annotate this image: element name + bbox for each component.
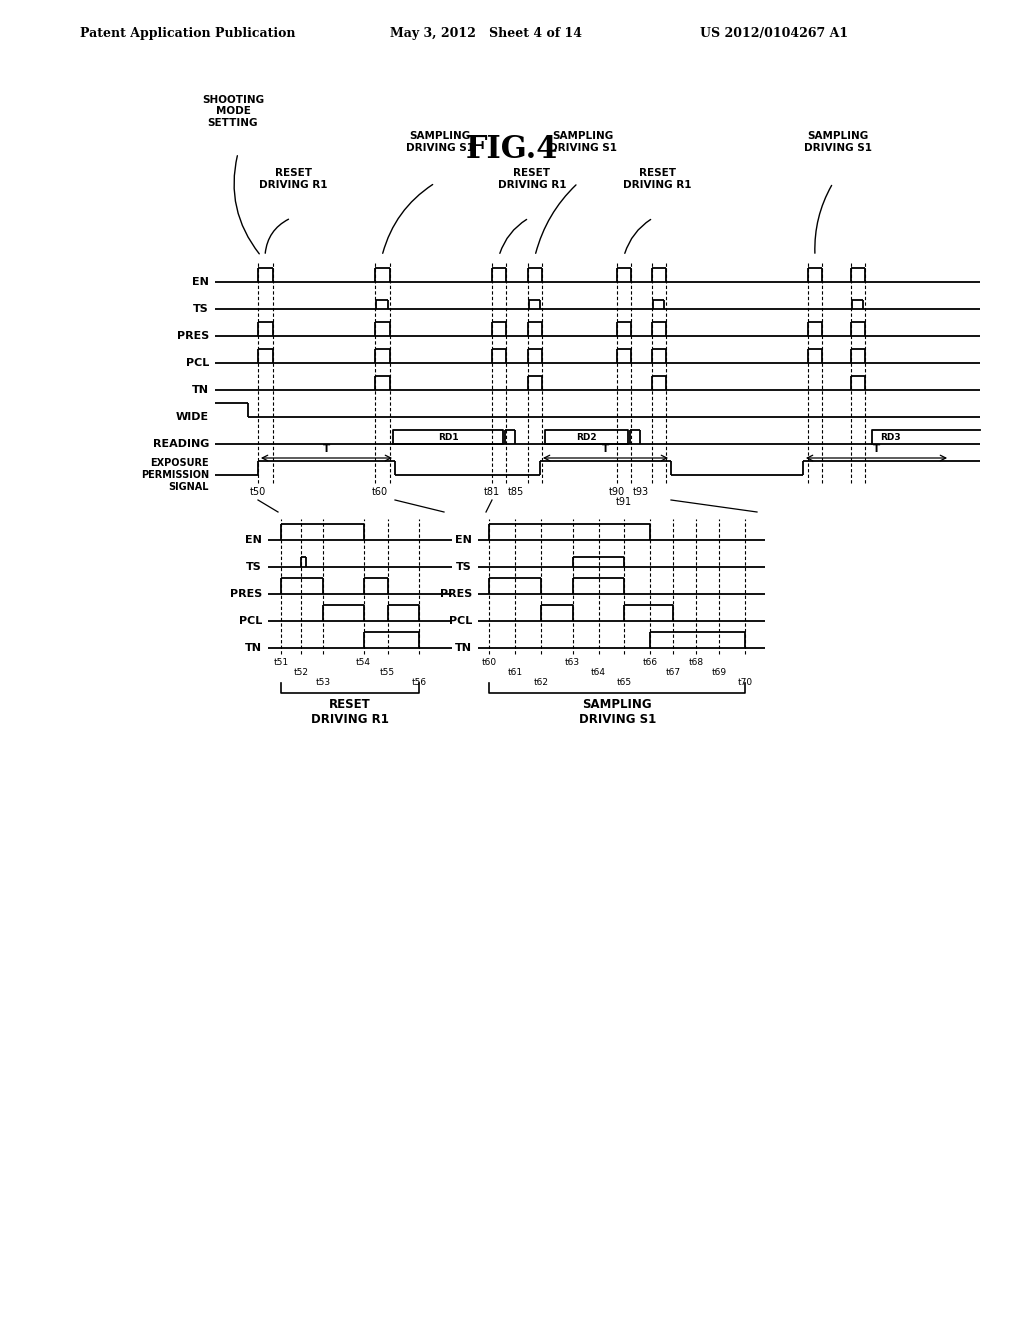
- Text: SHOOTING
MODE
SETTING: SHOOTING MODE SETTING: [202, 95, 264, 128]
- Text: T: T: [602, 444, 609, 454]
- Text: t67: t67: [666, 668, 681, 677]
- Text: EN: EN: [455, 535, 472, 545]
- Text: RESET
DRIVING R1: RESET DRIVING R1: [498, 169, 566, 190]
- Text: t70: t70: [737, 678, 753, 686]
- Text: t93: t93: [633, 487, 649, 498]
- Text: t64: t64: [591, 668, 606, 677]
- Text: RD2: RD2: [577, 433, 597, 441]
- Text: TS: TS: [246, 562, 262, 572]
- Text: SAMPLING
DRIVING S1: SAMPLING DRIVING S1: [804, 132, 872, 153]
- Text: PRES: PRES: [229, 589, 262, 599]
- Text: t69: t69: [712, 668, 727, 677]
- Text: US 2012/0104267 A1: US 2012/0104267 A1: [700, 26, 848, 40]
- Text: EN: EN: [245, 535, 262, 545]
- Text: PRES: PRES: [177, 331, 209, 341]
- Text: t68: t68: [688, 657, 703, 667]
- Text: t81: t81: [484, 487, 500, 498]
- Text: TS: TS: [457, 562, 472, 572]
- Text: PCL: PCL: [239, 616, 262, 626]
- Text: t55: t55: [380, 668, 395, 677]
- Text: t52: t52: [294, 668, 308, 677]
- Text: t91: t91: [616, 498, 632, 507]
- Text: t63: t63: [565, 657, 581, 667]
- Text: t54: t54: [356, 657, 371, 667]
- Text: t90: t90: [609, 487, 625, 498]
- Text: t53: t53: [315, 678, 331, 686]
- Text: t66: t66: [643, 657, 657, 667]
- Text: RD3: RD3: [880, 433, 901, 441]
- Text: RD1: RD1: [437, 433, 459, 441]
- Text: TN: TN: [245, 643, 262, 653]
- Text: READING: READING: [153, 440, 209, 449]
- Text: PCL: PCL: [449, 616, 472, 626]
- Text: PCL: PCL: [185, 358, 209, 368]
- Text: RESET
DRIVING R1: RESET DRIVING R1: [623, 169, 691, 190]
- Text: EN: EN: [193, 277, 209, 286]
- Text: t65: t65: [616, 678, 632, 686]
- Text: RESET
DRIVING R1: RESET DRIVING R1: [311, 698, 389, 726]
- Text: T: T: [872, 444, 880, 454]
- Text: FIG.4: FIG.4: [466, 135, 558, 165]
- Text: t85: t85: [508, 487, 524, 498]
- Text: t61: t61: [508, 668, 523, 677]
- Text: TN: TN: [193, 385, 209, 395]
- Text: RESET
DRIVING R1: RESET DRIVING R1: [259, 169, 328, 190]
- Text: PRES: PRES: [439, 589, 472, 599]
- Text: May 3, 2012   Sheet 4 of 14: May 3, 2012 Sheet 4 of 14: [390, 26, 582, 40]
- Text: EXPOSURE
PERMISSION
SIGNAL: EXPOSURE PERMISSION SIGNAL: [141, 458, 209, 491]
- Text: T: T: [323, 444, 330, 454]
- Text: SAMPLING
DRIVING S1: SAMPLING DRIVING S1: [579, 698, 655, 726]
- Text: WIDE: WIDE: [176, 412, 209, 422]
- Text: t60: t60: [372, 487, 388, 498]
- Text: SAMPLING
DRIVING S1: SAMPLING DRIVING S1: [406, 132, 474, 153]
- Text: Patent Application Publication: Patent Application Publication: [80, 26, 296, 40]
- Text: t51: t51: [273, 657, 289, 667]
- Text: TN: TN: [455, 643, 472, 653]
- Text: t60: t60: [482, 657, 497, 667]
- Text: t50: t50: [250, 487, 266, 498]
- Text: t62: t62: [534, 678, 549, 686]
- Text: t56: t56: [412, 678, 426, 686]
- Text: SAMPLING
DRIVING S1: SAMPLING DRIVING S1: [549, 132, 617, 153]
- Text: TS: TS: [194, 304, 209, 314]
